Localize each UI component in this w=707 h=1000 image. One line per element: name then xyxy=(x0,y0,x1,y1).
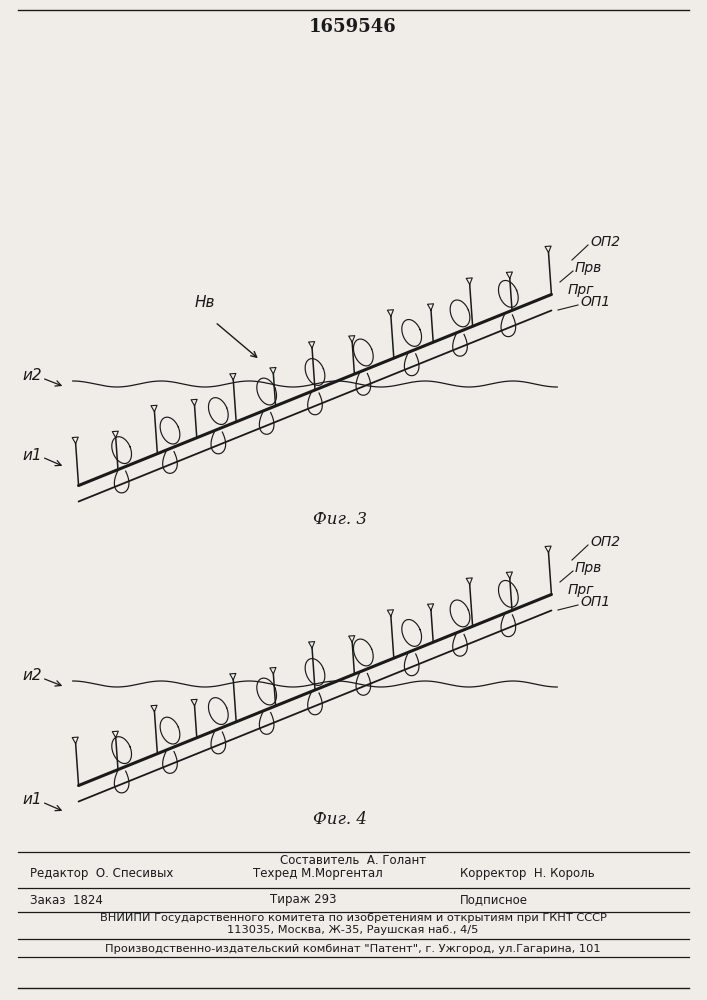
Polygon shape xyxy=(506,572,513,578)
Text: ОП1: ОП1 xyxy=(580,595,610,609)
Polygon shape xyxy=(349,336,355,342)
Polygon shape xyxy=(191,399,197,406)
Polygon shape xyxy=(112,731,118,738)
Polygon shape xyxy=(308,642,315,648)
Polygon shape xyxy=(72,737,78,744)
Polygon shape xyxy=(387,610,394,616)
Polygon shape xyxy=(545,546,551,553)
Text: Нв: Нв xyxy=(194,295,215,310)
Polygon shape xyxy=(191,699,197,706)
Polygon shape xyxy=(270,367,276,374)
Polygon shape xyxy=(230,673,236,680)
Text: ОП2: ОП2 xyxy=(590,535,620,549)
Polygon shape xyxy=(506,272,513,278)
Polygon shape xyxy=(466,278,472,284)
Text: ВНИИПИ Государственного комитета по изобретениям и открытиям при ГКНТ СССР: ВНИИПИ Государственного комитета по изоб… xyxy=(100,913,607,923)
Text: Составитель  А. Голант: Составитель А. Голант xyxy=(280,854,426,866)
Polygon shape xyxy=(545,246,551,253)
Text: Фиг. 3: Фиг. 3 xyxy=(313,512,367,528)
Text: 113035, Москва, Ж-35, Раушская наб., 4/5: 113035, Москва, Ж-35, Раушская наб., 4/5 xyxy=(228,925,479,935)
Polygon shape xyxy=(349,636,355,642)
Text: Прг: Прг xyxy=(568,283,595,297)
Text: Прв: Прв xyxy=(575,561,602,575)
Polygon shape xyxy=(428,604,433,610)
Text: ОП1: ОП1 xyxy=(580,295,610,309)
Text: Подписное: Подписное xyxy=(460,894,528,906)
Text: Заказ  1824: Заказ 1824 xyxy=(30,894,103,906)
Text: Прг: Прг xyxy=(568,583,595,597)
Polygon shape xyxy=(387,310,394,316)
Text: Производственно-издательский комбинат "Патент", г. Ужгород, ул.Гагарина, 101: Производственно-издательский комбинат "П… xyxy=(105,944,601,954)
Text: Тираж 293: Тираж 293 xyxy=(270,894,337,906)
Polygon shape xyxy=(428,304,433,310)
Polygon shape xyxy=(151,405,157,412)
Text: Фиг. 4: Фиг. 4 xyxy=(313,812,367,828)
Polygon shape xyxy=(112,431,118,438)
Text: Техред М.Моргентал: Техред М.Моргентал xyxy=(253,867,382,880)
Text: 1659546: 1659546 xyxy=(309,18,397,36)
Text: Корректор  Н. Король: Корректор Н. Король xyxy=(460,867,595,880)
Text: Редактор  О. Спесивых: Редактор О. Спесивых xyxy=(30,867,173,880)
Text: ОП2: ОП2 xyxy=(590,235,620,249)
Polygon shape xyxy=(72,437,78,444)
Polygon shape xyxy=(151,705,157,712)
Text: и1: и1 xyxy=(22,448,42,462)
Polygon shape xyxy=(466,578,472,584)
Text: и2: и2 xyxy=(22,668,42,682)
Text: и2: и2 xyxy=(22,367,42,382)
Text: Прв: Прв xyxy=(575,261,602,275)
Text: и1: и1 xyxy=(22,792,42,808)
Polygon shape xyxy=(308,342,315,348)
Polygon shape xyxy=(270,667,276,674)
Polygon shape xyxy=(230,373,236,380)
